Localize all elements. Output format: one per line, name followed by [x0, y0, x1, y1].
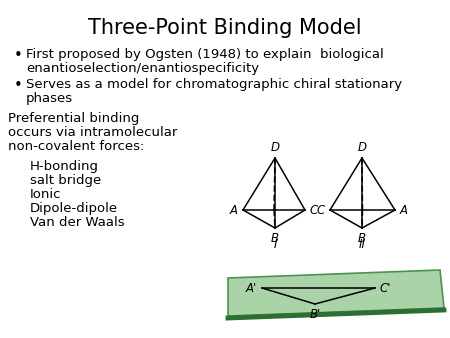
Text: D: D: [270, 141, 279, 154]
Text: Ionic: Ionic: [30, 188, 62, 201]
Text: B: B: [271, 232, 279, 245]
Text: enantioselection/enantiospecificity: enantioselection/enantiospecificity: [26, 62, 259, 75]
Text: C: C: [317, 203, 325, 217]
Text: A: A: [400, 203, 408, 217]
Text: D: D: [357, 141, 366, 154]
Text: II: II: [359, 238, 365, 251]
Text: First proposed by Ogsten (1948) to explain  biological: First proposed by Ogsten (1948) to expla…: [26, 48, 384, 61]
Text: A: A: [230, 203, 238, 217]
Text: H-bonding: H-bonding: [30, 160, 99, 173]
Text: phases: phases: [26, 92, 73, 105]
Polygon shape: [228, 270, 444, 316]
Text: C': C': [380, 282, 392, 294]
Text: Preferential binding: Preferential binding: [8, 112, 140, 125]
Text: Dipole-dipole: Dipole-dipole: [30, 202, 118, 215]
Text: •: •: [14, 78, 23, 93]
Text: •: •: [14, 48, 23, 63]
Text: I: I: [273, 238, 277, 251]
Text: B: B: [358, 232, 366, 245]
Text: Three-Point Binding Model: Three-Point Binding Model: [88, 18, 362, 38]
Text: B': B': [310, 308, 320, 321]
Text: occurs via intramolecular: occurs via intramolecular: [8, 126, 177, 139]
Text: Serves as a model for chromatographic chiral stationary: Serves as a model for chromatographic ch…: [26, 78, 402, 91]
Text: non-covalent forces:: non-covalent forces:: [8, 140, 144, 153]
Text: Van der Waals: Van der Waals: [30, 216, 125, 229]
Text: C: C: [310, 203, 318, 217]
Text: A': A': [246, 282, 257, 294]
Text: salt bridge: salt bridge: [30, 174, 101, 187]
